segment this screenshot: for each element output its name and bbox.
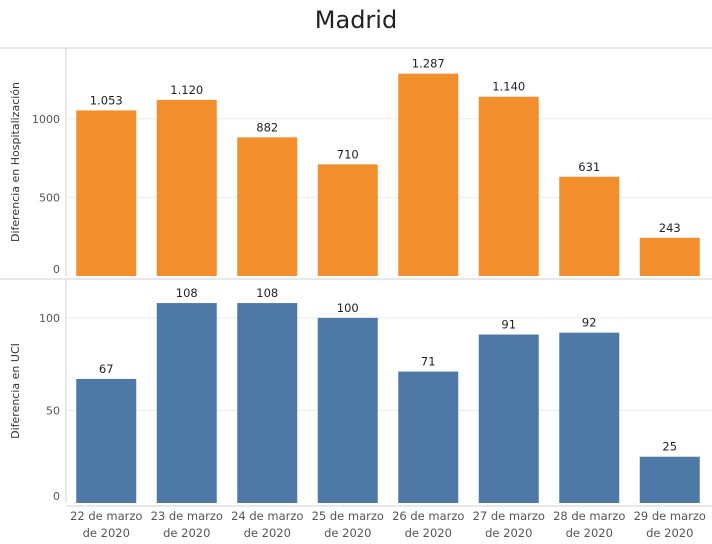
x-tick-label-5-1: de 2020 [485, 526, 532, 540]
bar-1-0 [76, 378, 137, 503]
x-tick-label-2-0: 24 de marzo [231, 509, 303, 523]
bar-1-2 [237, 303, 298, 503]
data-label-1-4: 71 [421, 355, 436, 369]
data-label-0-6: 631 [578, 160, 600, 174]
bar-1-3 [317, 317, 378, 503]
x-tick-label-7-1: de 2020 [646, 526, 693, 540]
data-label-1-6: 92 [582, 316, 597, 330]
data-label-0-5: 1.140 [492, 80, 525, 94]
chart-title: Madrid [314, 6, 398, 34]
y-axis-label-1: Diferencia en UCI [9, 343, 22, 439]
y-axis-label-0: Diferencia en Hospitalización [9, 82, 22, 242]
x-tick-label-5-0: 27 de marzo [473, 509, 545, 523]
data-label-1-1: 108 [176, 286, 198, 300]
bar-1-5 [478, 334, 539, 503]
y-tick-label-0-0: 0 [53, 263, 60, 276]
data-label-1-2: 108 [256, 286, 278, 300]
x-tick-label-1-1: de 2020 [163, 526, 210, 540]
y-tick-label-1-0: 0 [53, 490, 60, 503]
y-tick-label-0-2: 1000 [32, 113, 60, 126]
bar-1-7 [639, 456, 700, 503]
bar-0-0 [76, 110, 137, 276]
data-label-0-1: 1.120 [170, 83, 203, 97]
bar-1-6 [559, 332, 620, 503]
data-label-1-7: 25 [662, 440, 677, 454]
x-tick-label-0-1: de 2020 [83, 526, 130, 540]
x-tick-label-7-0: 29 de marzo [634, 509, 706, 523]
x-tick-label-2-1: de 2020 [244, 526, 291, 540]
bar-1-1 [156, 303, 217, 503]
x-tick-label-4-0: 26 de marzo [392, 509, 464, 523]
y-tick-label-0-1: 500 [39, 191, 60, 204]
data-label-1-3: 100 [337, 301, 359, 315]
data-label-0-7: 243 [659, 221, 681, 235]
bar-0-6 [559, 176, 620, 276]
bar-0-3 [317, 164, 378, 276]
x-tick-label-4-1: de 2020 [405, 526, 452, 540]
bar-0-1 [156, 99, 217, 277]
x-tick-label-6-0: 28 de marzo [553, 509, 625, 523]
bar-0-7 [639, 237, 700, 276]
data-label-0-3: 710 [337, 147, 359, 161]
data-label-1-0: 67 [99, 362, 114, 376]
bar-0-2 [237, 137, 298, 276]
x-tick-label-3-1: de 2020 [324, 526, 371, 540]
data-label-0-4: 1.287 [412, 57, 445, 71]
bar-0-4 [398, 73, 459, 277]
bar-1-4 [398, 371, 459, 503]
x-tick-label-6-1: de 2020 [566, 526, 613, 540]
data-label-1-5: 91 [501, 318, 516, 332]
x-tick-label-3-0: 25 de marzo [312, 509, 384, 523]
y-tick-label-1-1: 50 [46, 404, 60, 417]
y-tick-label-1-2: 100 [39, 312, 60, 325]
x-tick-label-0-0: 22 de marzo [70, 509, 142, 523]
bar-0-5 [478, 96, 539, 276]
data-label-0-2: 882 [256, 120, 278, 134]
x-tick-label-1-0: 23 de marzo [151, 509, 223, 523]
data-label-0-0: 1.053 [90, 93, 123, 107]
